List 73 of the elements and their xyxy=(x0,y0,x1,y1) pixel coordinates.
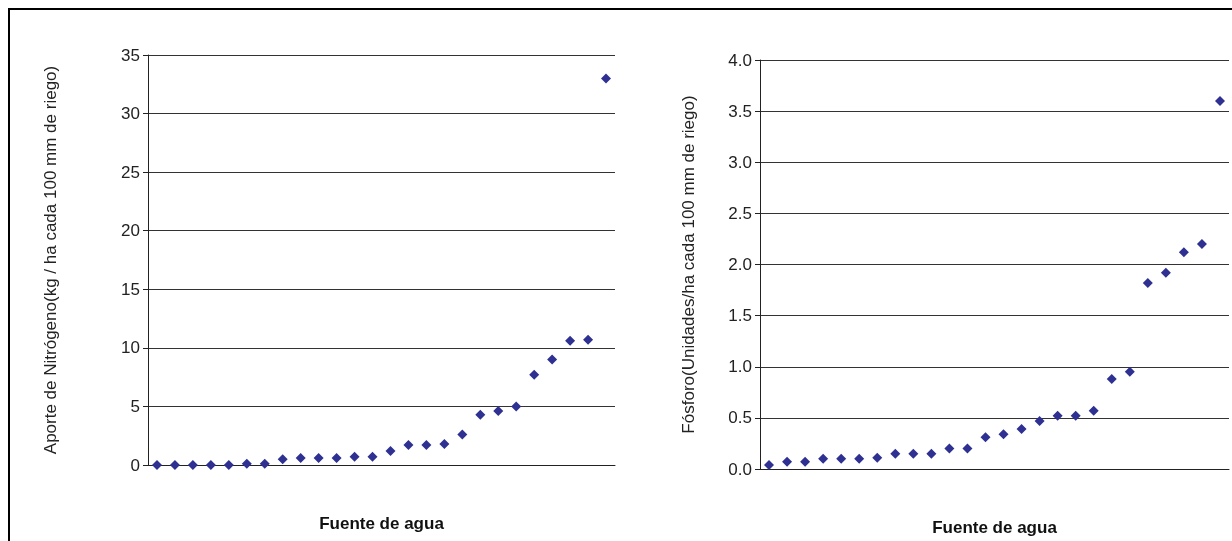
point xyxy=(1016,424,1027,435)
point xyxy=(800,456,811,467)
point xyxy=(331,452,342,463)
point xyxy=(151,460,162,470)
x-axis-title: Fuente de agua xyxy=(319,514,445,533)
point xyxy=(313,452,324,463)
y-tick-label: 25 xyxy=(121,162,140,182)
point xyxy=(241,458,252,469)
point xyxy=(1070,410,1081,421)
y-axis-title: Fósforo(Unidades/ha cada 100 mm de riego) xyxy=(678,95,698,434)
point xyxy=(205,460,216,470)
point xyxy=(962,443,973,454)
point xyxy=(1178,247,1189,258)
point xyxy=(277,454,288,465)
point xyxy=(385,445,396,456)
point xyxy=(1106,374,1117,385)
point xyxy=(601,73,612,84)
y-tick-label: 1.5 xyxy=(728,306,752,326)
point xyxy=(529,369,540,380)
point xyxy=(511,401,522,412)
point xyxy=(1142,277,1153,288)
y-tick-label: 4.0 xyxy=(728,50,752,70)
point xyxy=(854,453,865,464)
point xyxy=(403,440,414,451)
point xyxy=(908,448,919,459)
point xyxy=(475,409,486,420)
point xyxy=(890,448,901,459)
y-tick-label: 3.0 xyxy=(728,152,752,172)
point xyxy=(439,438,450,449)
point xyxy=(259,458,270,469)
point xyxy=(818,453,829,464)
point xyxy=(457,429,468,440)
y-tick-label: 35 xyxy=(121,45,140,65)
point xyxy=(782,456,793,467)
y-tick-label: 20 xyxy=(121,221,140,241)
point xyxy=(223,460,234,470)
point xyxy=(295,452,306,463)
point xyxy=(1160,267,1171,278)
point xyxy=(1088,405,1099,416)
point xyxy=(493,406,504,417)
point xyxy=(1196,239,1207,250)
y-tick-label: 2.5 xyxy=(728,203,752,223)
point xyxy=(169,460,180,470)
point xyxy=(367,451,378,462)
y-tick-label: 0.5 xyxy=(728,408,752,428)
y-tick-label: 2.0 xyxy=(728,255,752,274)
point xyxy=(1034,415,1045,426)
y-tick-label: 15 xyxy=(121,279,140,299)
point xyxy=(583,334,594,345)
point xyxy=(547,354,558,365)
y-axis-title: Aporte de Nitrógeno(kg / ha cada 100 mm de riego) xyxy=(40,65,60,455)
point xyxy=(187,460,198,470)
point xyxy=(998,429,1009,440)
point xyxy=(349,451,360,462)
point xyxy=(944,443,955,454)
point xyxy=(565,335,576,346)
point xyxy=(764,459,775,470)
y-tick-label: 0.0 xyxy=(728,459,752,479)
y-tick-label: 3.5 xyxy=(728,101,752,121)
point xyxy=(872,452,883,463)
x-axis-title: Fuente de agua xyxy=(932,518,1058,537)
y-tick-label: 0 xyxy=(130,455,140,475)
y-tick-label: 10 xyxy=(121,338,140,358)
point xyxy=(1124,366,1135,377)
point xyxy=(421,440,432,451)
point xyxy=(1052,410,1063,421)
point xyxy=(836,453,847,464)
y-tick-label: 1.0 xyxy=(728,357,752,377)
y-tick-label: 30 xyxy=(121,104,140,124)
y-tick-label: 5 xyxy=(130,396,140,416)
point xyxy=(980,432,991,443)
point xyxy=(926,448,937,459)
point xyxy=(1214,95,1225,106)
